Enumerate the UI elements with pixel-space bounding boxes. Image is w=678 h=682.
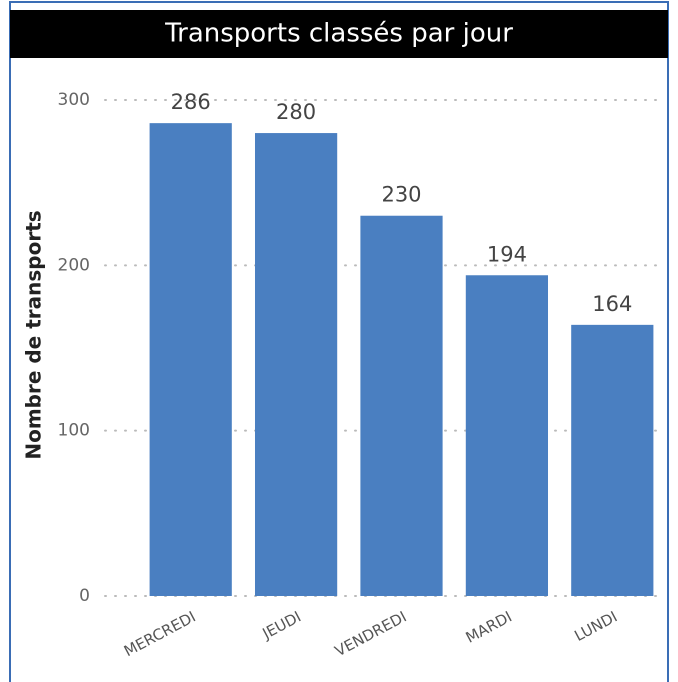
title-bar [10, 10, 668, 58]
x-tick-label: MARDI [463, 608, 515, 647]
data-label: 280 [276, 100, 316, 124]
data-label: 164 [592, 292, 632, 316]
y-tick-label: 0 [79, 586, 90, 606]
chart-title: Transports classés par jour [164, 19, 513, 49]
frame [9, 1, 669, 682]
bar [149, 123, 232, 596]
data-label: 230 [381, 183, 421, 207]
x-tick-label: MERCREDI [121, 608, 199, 661]
y-tick-label: 300 [58, 90, 90, 110]
bar [465, 275, 549, 596]
data-label: 286 [171, 90, 211, 114]
x-tick-label: VENDREDI [332, 608, 410, 661]
bar [254, 133, 338, 597]
bar [360, 215, 443, 596]
y-tick-label: 200 [58, 255, 90, 275]
x-tick-label: JEUDI [259, 608, 304, 644]
data-label: 194 [487, 242, 527, 266]
bar [571, 324, 654, 596]
y-tick-label: 100 [58, 421, 90, 441]
x-tick-label: LUNDI [571, 608, 620, 645]
y-axis-label: Nombre de transports [22, 210, 46, 459]
